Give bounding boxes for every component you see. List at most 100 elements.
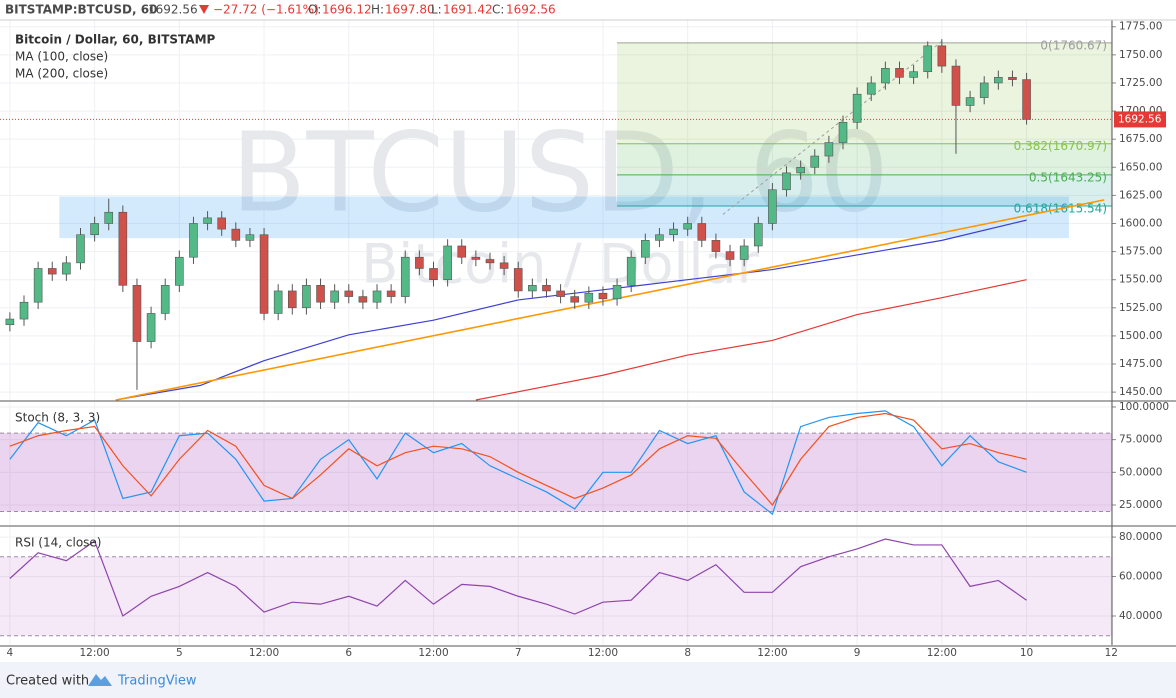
brand[interactable]: TradingView bbox=[117, 674, 197, 689]
footer-text: Created with bbox=[6, 674, 89, 689]
fib-label: 0.382(1670.97) bbox=[1014, 139, 1107, 153]
candle-body bbox=[231, 228, 241, 241]
candle-body bbox=[641, 240, 650, 258]
candle-body bbox=[400, 256, 410, 297]
candle-body bbox=[513, 268, 523, 292]
y-tick-label: 1750.00 bbox=[1119, 49, 1162, 61]
candle-body bbox=[951, 65, 961, 106]
candle-body bbox=[273, 290, 283, 314]
candle-body bbox=[33, 268, 43, 303]
candle-body bbox=[612, 285, 622, 300]
last-price-label: 1692.56 bbox=[1118, 113, 1162, 125]
candle-body bbox=[923, 45, 933, 73]
candle-body bbox=[90, 223, 99, 236]
x-tick-label: 12:00 bbox=[927, 647, 957, 659]
candle-body bbox=[570, 296, 580, 303]
candle-body bbox=[499, 262, 509, 269]
x-tick-label: 12 bbox=[1105, 647, 1118, 659]
candle-body bbox=[528, 285, 537, 292]
change: −27.72 (−1.61%) bbox=[213, 3, 319, 17]
candle-body bbox=[626, 256, 636, 286]
candle-body bbox=[259, 234, 269, 314]
candle-body bbox=[881, 68, 890, 84]
candle-body bbox=[725, 251, 735, 260]
candle-body bbox=[386, 290, 396, 297]
candle-body bbox=[203, 217, 212, 224]
low-label: L: bbox=[431, 3, 442, 17]
panel-title: RSI (14, close) bbox=[15, 536, 101, 550]
candle-body bbox=[118, 211, 128, 286]
symbol: BITSTAMP:BTCUSD, 60 bbox=[5, 3, 157, 17]
candle-body bbox=[753, 223, 763, 247]
candle-body bbox=[697, 223, 707, 241]
candle-body bbox=[796, 166, 805, 174]
candle-body bbox=[909, 71, 918, 78]
y-tick-label: 75.0000 bbox=[1119, 434, 1162, 446]
high-label: H: bbox=[371, 3, 384, 17]
close-label: C: bbox=[492, 3, 504, 17]
marks-layer: 1450.00 1475.00 1500.00 1525.00 1550.00 1575.… bbox=[5, 21, 1169, 659]
high: 1697.80 bbox=[385, 3, 435, 17]
x-tick-label: 12:00 bbox=[588, 647, 618, 659]
indicator-line bbox=[9, 412, 1027, 507]
close: 1692.56 bbox=[506, 3, 556, 17]
y-tick-label: 50.0000 bbox=[1119, 466, 1162, 478]
fib-trend bbox=[722, 40, 943, 215]
candle-body bbox=[287, 290, 297, 309]
candle-body bbox=[245, 234, 255, 241]
candle-body bbox=[556, 290, 565, 297]
x-tick-label: 12:00 bbox=[79, 647, 109, 659]
brand-logo[interactable] bbox=[88, 674, 112, 686]
indicator-line bbox=[9, 538, 1027, 617]
fib-band bbox=[617, 143, 1112, 175]
y-tick-label: 1500.00 bbox=[1119, 330, 1162, 342]
candle-body bbox=[655, 234, 664, 241]
candle-body bbox=[457, 245, 467, 258]
trendline bbox=[115, 199, 1105, 401]
candle-body bbox=[542, 285, 551, 292]
open-label: O: bbox=[308, 3, 321, 17]
candle-body bbox=[344, 290, 354, 297]
band bbox=[0, 433, 1112, 512]
y-tick-label: 25.0000 bbox=[1119, 499, 1162, 511]
x-tick-label: 12:00 bbox=[757, 647, 787, 659]
candle-body bbox=[316, 285, 325, 303]
candle-body bbox=[598, 292, 608, 300]
candle-body bbox=[62, 262, 71, 275]
x-tick-label: 10 bbox=[1020, 647, 1033, 659]
candle-body bbox=[782, 172, 791, 191]
last-price-box bbox=[1114, 111, 1166, 128]
y-tick-label: 1600.00 bbox=[1119, 217, 1162, 229]
y-tick-label: 1575.00 bbox=[1119, 246, 1162, 258]
candle-body bbox=[584, 292, 594, 303]
x-tick-label: 12:00 bbox=[418, 647, 448, 659]
candle-body bbox=[302, 285, 311, 309]
candle-body bbox=[5, 318, 15, 325]
legend-entry: MA (200, close) bbox=[15, 67, 108, 81]
candle-body bbox=[852, 93, 862, 123]
candle-body bbox=[217, 217, 226, 230]
candle-body bbox=[810, 155, 820, 168]
candle-body bbox=[443, 245, 452, 281]
fib-band bbox=[617, 42, 1112, 144]
y-tick-label: 1475.00 bbox=[1119, 358, 1162, 370]
candle-body bbox=[19, 301, 29, 320]
y-tick-label: 1450.00 bbox=[1119, 386, 1162, 398]
fib-label: 0.5(1643.25) bbox=[1029, 170, 1107, 184]
candle-body bbox=[76, 234, 85, 264]
candle-body bbox=[937, 45, 947, 67]
y-tick-label: 1525.00 bbox=[1119, 302, 1162, 314]
candle-body bbox=[47, 268, 57, 275]
chart-title: Bitcoin / Dollar, 60, BITSTAMP bbox=[15, 33, 216, 47]
candle-body bbox=[739, 245, 749, 260]
y-tick-label: 1650.00 bbox=[1119, 161, 1162, 173]
candle-body bbox=[669, 228, 678, 236]
fib-band bbox=[617, 174, 1112, 207]
candle-body bbox=[330, 290, 339, 303]
y-tick-label: 100.0000 bbox=[1119, 401, 1169, 413]
x-tick-label: 12:00 bbox=[249, 647, 279, 659]
fib-label: 0(1760.67) bbox=[1040, 38, 1107, 52]
